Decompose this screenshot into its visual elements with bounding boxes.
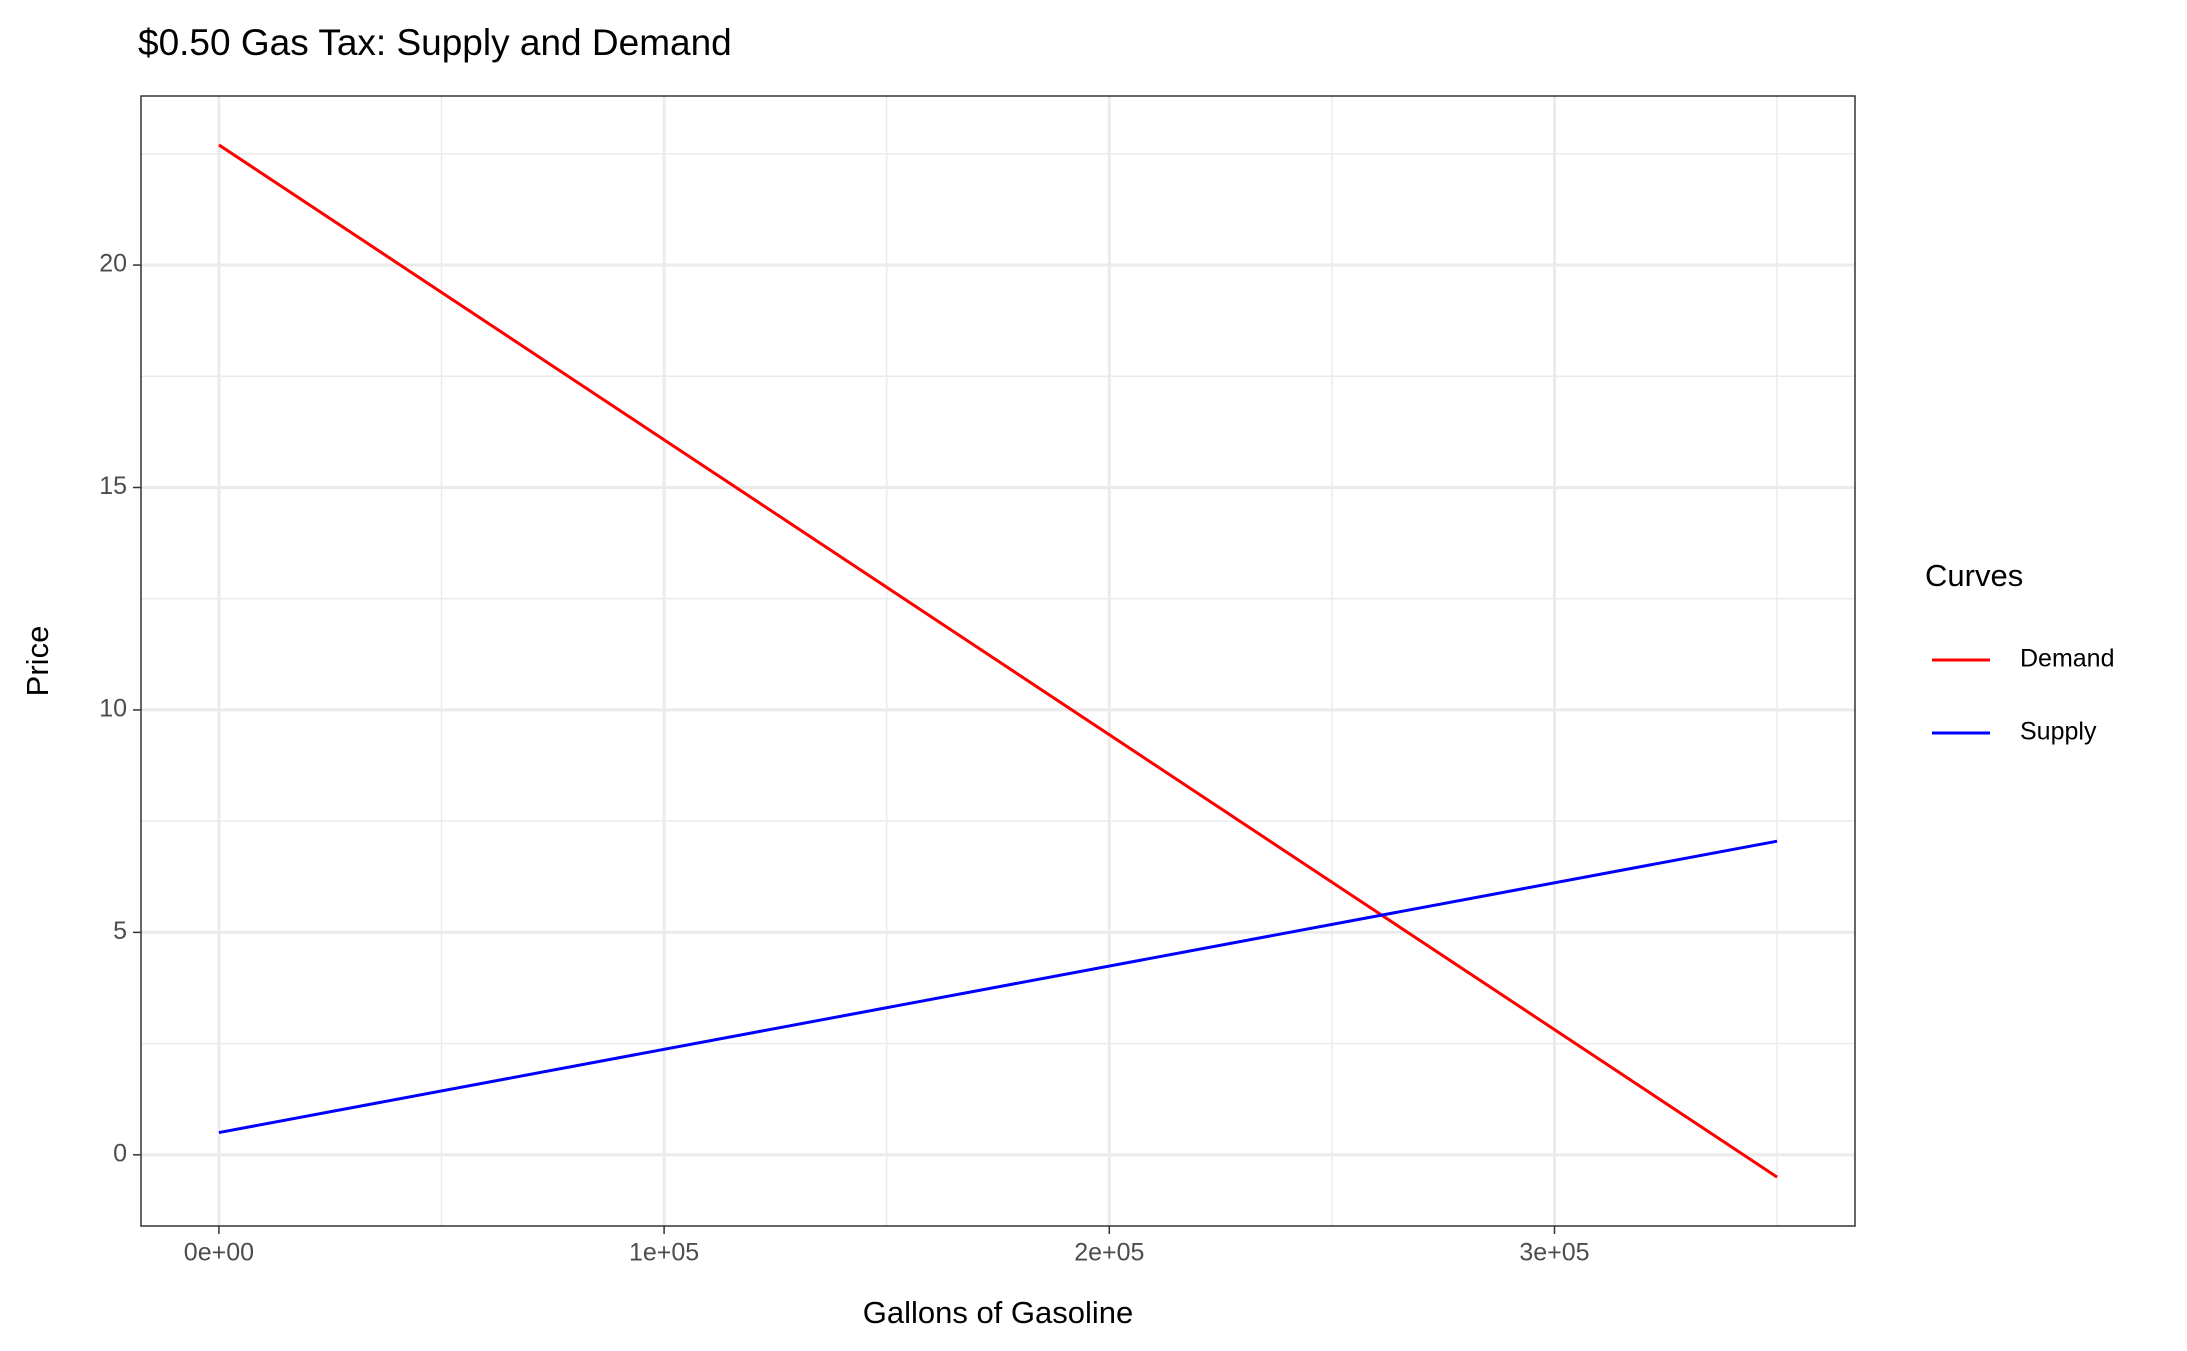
x-tick-label: 1e+05 [629,1239,699,1267]
chart-title: $0.50 Gas Tax: Supply and Demand [138,22,732,63]
y-tick-label: 10 [99,695,127,723]
legend-title: Curves [1925,558,2023,593]
y-tick-label: 0 [113,1139,127,1167]
data-line [218,839,1778,1135]
y-tick-label: 5 [113,917,127,945]
plot-border [140,95,1856,1227]
x-tick-label: 3e+05 [1519,1239,1589,1267]
y-tick-label: 15 [99,472,127,500]
data-line [218,143,1778,1179]
legend-label: Demand [2020,645,2115,673]
x-axis-title: Gallons of Gasoline [863,1295,1134,1330]
legend-label: Supply [2020,718,2097,746]
y-tick-label: 20 [99,250,127,278]
y-axis-title: Price [20,626,55,697]
x-tick-label: 0e+00 [184,1239,254,1267]
x-tick-label: 2e+05 [1074,1239,1144,1267]
